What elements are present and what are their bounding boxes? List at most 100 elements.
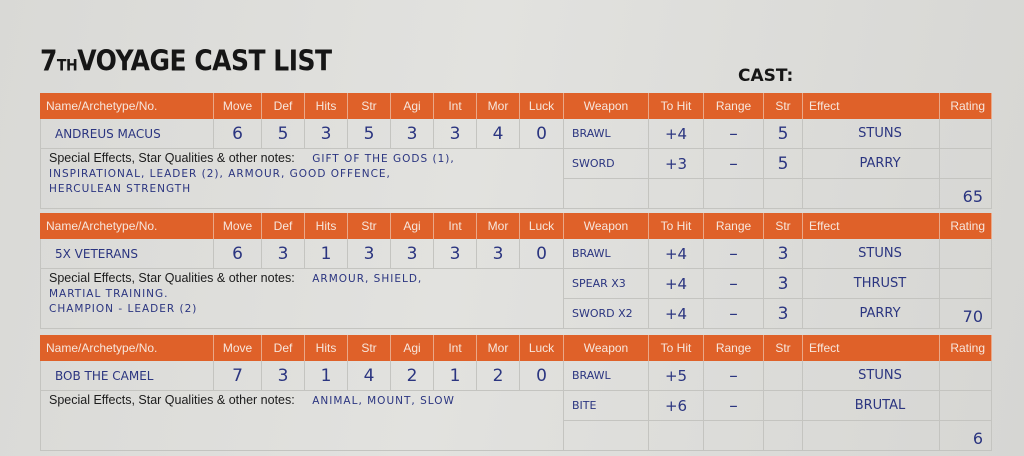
- stat-luck: 0: [520, 239, 564, 269]
- header-int: Int: [434, 93, 477, 119]
- weapon-to-hit: +3: [649, 149, 704, 179]
- weapon-weapon: Bite: [564, 391, 649, 421]
- notes-area: Special Effects, Star Qualities & other …: [40, 269, 564, 329]
- header-mor: Mor: [477, 335, 520, 361]
- weapon-effect: Stuns: [803, 119, 940, 149]
- stat-agi: 3: [391, 239, 434, 269]
- stat-move: 7: [214, 361, 262, 391]
- header-rating: Rating: [940, 93, 992, 119]
- header-agi: Agi: [391, 213, 434, 239]
- weapon-str: 5: [764, 149, 803, 179]
- header-def: Def: [262, 335, 305, 361]
- stat-mor: 4: [477, 119, 520, 149]
- title-suffix: TH: [56, 56, 78, 76]
- title-number: 7: [40, 44, 57, 78]
- header-move: Move: [214, 93, 262, 119]
- stat-luck: 0: [520, 361, 564, 391]
- stat-str: 3: [348, 239, 391, 269]
- cast-entry: Name/Archetype/No. Move Def Hits Str Agi Int Mo…: [40, 93, 992, 209]
- weapon-to-hit: +6: [649, 391, 704, 421]
- header-agi: Agi: [391, 93, 434, 119]
- stat-hits: 3: [305, 119, 348, 149]
- header-to-hit: To Hit: [649, 93, 704, 119]
- header-agi: Agi: [391, 335, 434, 361]
- stat-str: 4: [348, 361, 391, 391]
- header-mor: Mor: [477, 93, 520, 119]
- notes-line: Martial Training.: [49, 288, 169, 300]
- header-luck: Luck: [520, 213, 564, 239]
- rating-cell: [940, 239, 992, 269]
- notes-area: Special Effects, Star Qualities & other …: [40, 391, 564, 451]
- weapon-to-hit: +4: [649, 269, 704, 299]
- rating-cell: 70: [940, 299, 992, 329]
- header-luck: Luck: [520, 335, 564, 361]
- header-luck: Luck: [520, 93, 564, 119]
- stat-def: 3: [262, 239, 305, 269]
- weapon-effect: Stuns: [803, 361, 940, 391]
- weapon-str: 5: [764, 119, 803, 149]
- notes-line: Herculean Strength: [49, 183, 192, 195]
- header-hits: Hits: [305, 93, 348, 119]
- header-rating: Rating: [940, 213, 992, 239]
- header-int: Int: [434, 213, 477, 239]
- header-int: Int: [434, 335, 477, 361]
- weapon-range: [704, 179, 764, 209]
- notes-line: Animal, Mount, Slow: [312, 395, 455, 407]
- notes-line: Gift of the Gods (1),: [312, 153, 455, 165]
- header-effect: Effect: [803, 335, 940, 361]
- notes-label: Special Effects, Star Qualities & other …: [49, 393, 295, 407]
- header-str: Str: [348, 93, 391, 119]
- rating-cell: [940, 361, 992, 391]
- stat-move: 6: [214, 239, 262, 269]
- stat-hits: 1: [305, 239, 348, 269]
- stat-mor: 3: [477, 239, 520, 269]
- weapon-weapon: Sword: [564, 149, 649, 179]
- title-text: VOYAGE CAST LIST: [77, 44, 332, 78]
- header-name: Name/Archetype/No.: [40, 335, 214, 361]
- header-name: Name/Archetype/No.: [40, 213, 214, 239]
- rating-cell: 65: [940, 179, 992, 209]
- weapon-range: –: [704, 391, 764, 421]
- weapon-to-hit: +4: [649, 239, 704, 269]
- weapon-str: 3: [764, 299, 803, 329]
- stat-hits: 1: [305, 361, 348, 391]
- weapon-effect: Stuns: [803, 239, 940, 269]
- header-str: Str: [348, 335, 391, 361]
- rating-cell: 6: [940, 421, 992, 451]
- weapon-effect: Parry: [803, 149, 940, 179]
- header-def: Def: [262, 213, 305, 239]
- cast-entry: Name/Archetype/No. Move Def Hits Str Agi Int Mo…: [40, 335, 992, 451]
- weapon-range: –: [704, 149, 764, 179]
- stat-def: 5: [262, 119, 305, 149]
- stat-move: 6: [214, 119, 262, 149]
- weapon-weapon: Brawl: [564, 239, 649, 269]
- stat-int: 3: [434, 239, 477, 269]
- header-range: Range: [704, 93, 764, 119]
- header-weapon: Weapon: [564, 335, 649, 361]
- stat-mor: 2: [477, 361, 520, 391]
- notes-label: Special Effects, Star Qualities & other …: [49, 271, 295, 285]
- stat-int: 3: [434, 119, 477, 149]
- rating-cell: [940, 119, 992, 149]
- weapon-str: [764, 179, 803, 209]
- weapon-weapon: [564, 179, 649, 209]
- character-name: Bob the Camel: [40, 361, 214, 391]
- weapon-range: –: [704, 361, 764, 391]
- stat-agi: 2: [391, 361, 434, 391]
- stat-def: 3: [262, 361, 305, 391]
- weapon-weapon: Spear x3: [564, 269, 649, 299]
- notes-line: Armour, Shield,: [312, 273, 423, 285]
- weapon-range: –: [704, 239, 764, 269]
- weapon-range: –: [704, 269, 764, 299]
- stat-int: 1: [434, 361, 477, 391]
- weapon-effect: [803, 179, 940, 209]
- weapon-effect: Thrust: [803, 269, 940, 299]
- stat-str: 5: [348, 119, 391, 149]
- notes-line: [49, 410, 555, 412]
- header-hits: Hits: [305, 335, 348, 361]
- header-name: Name/Archetype/No.: [40, 93, 214, 119]
- weapon-to-hit: +4: [649, 299, 704, 329]
- header-str: Str: [764, 335, 803, 361]
- page-title: 7THVOYAGE CAST LIST: [40, 44, 332, 77]
- weapon-to-hit: +4: [649, 119, 704, 149]
